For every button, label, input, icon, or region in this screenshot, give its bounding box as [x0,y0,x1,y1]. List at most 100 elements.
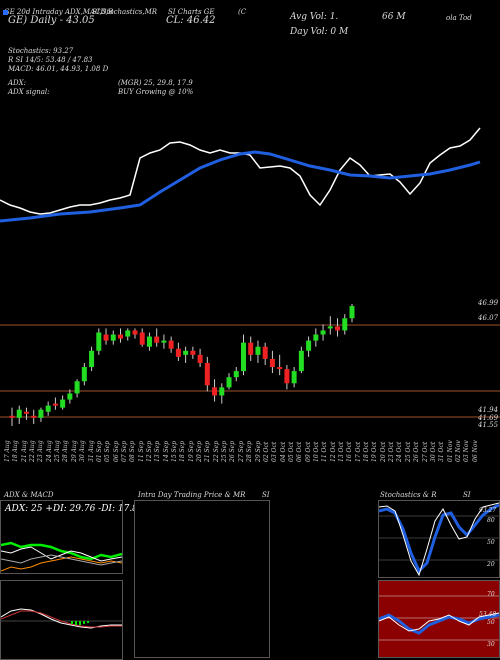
rsi-level-high: 53.48 [479,611,497,618]
date-tick-label: 18 Oct [363,441,371,462]
signal-blue-line [0,150,481,223]
stoch-level-80: 80 [487,517,495,524]
candles-group [9,304,355,426]
avg-vol-value: 66 M [382,12,406,22]
rsi-panel: 53.48 70 50 30 [378,580,500,658]
date-tick-label: 14 Sep [162,440,170,462]
date-tick-label: 21 Sep [204,440,212,462]
date-tick-label: 25 Oct [404,441,412,462]
adx-panel: ADX: 25 +DI: 29.76 -DI: 17.8 [0,500,138,574]
candle-body [335,326,341,331]
main-chart [0,127,500,426]
rsi-white-line [379,612,499,632]
stoch-panel-title: Stochastics & R [380,491,437,499]
date-tick-label: 26 Oct [413,441,421,462]
header-right-fragment: ola Tod [446,14,472,22]
date-tick-label: 06 Nov [471,440,479,462]
adx-orange-line [1,556,122,572]
date-tick-label: 20 Oct [379,441,387,462]
date-tick-label: 05 Oct [287,441,295,462]
candle-body [74,381,80,394]
header-line1d: (C [238,8,247,16]
date-tick-label: 01 Nov [446,440,454,462]
date-tick-label: 18 Sep [179,440,187,462]
rsi-blue-line [379,613,499,635]
macd-red-line [1,610,122,628]
date-tick-label: 06 Oct [296,441,304,462]
candle-body [240,342,246,372]
date-tick-label: 09 Oct [304,441,312,462]
date-tick-label: 12 Oct [329,441,337,462]
header-line2b: CL: 46.42 [166,15,216,26]
adx-text: ADX: [8,79,27,87]
candle-body [161,340,167,343]
date-tick-label: 27 Sep [237,440,245,462]
date-tick-label: 29 Aug [70,440,78,462]
adx-signal-value: BUY Growing @ 10% [118,88,194,96]
candle-body [175,348,181,357]
date-tick-label: 22 Sep [212,440,220,462]
date-tick-label: 01 Sep [95,440,103,462]
stoch-panel-si: SI [463,491,471,499]
date-tick-label: 28 Aug [62,440,70,462]
adx-gray-line [1,554,122,566]
candle-body [190,350,196,355]
adx-values: (MGR) 25, 29.8, 17.9 [118,79,193,87]
stoch-level-20: 20 [487,561,495,568]
price-label-2: 41.94 [478,406,499,414]
candle-body [255,346,261,355]
date-tick-label: 29 Sep [254,440,262,462]
candle-body [277,367,283,370]
candle-body [132,330,138,335]
candle-body [154,336,160,343]
date-tick-label: 25 Aug [54,440,62,462]
date-tick-label: 06 Sep [112,440,120,462]
header-line1b: SI,Stochastics,MR [92,8,158,16]
candle-body [212,387,218,396]
candle-body [139,332,145,345]
date-tick-label: 02 Nov [454,440,462,462]
intraday-panel-si: SI [262,491,270,499]
date-tick-label: 13 Sep [154,440,162,462]
date-tick-label: 25 Sep [221,440,229,462]
candle-body [269,358,275,368]
date-tick-label: 03 Nov [463,440,471,462]
header-line1c: SI Charts GE [168,8,215,16]
candle-body [45,405,51,412]
date-tick-label: 28 Sep [246,440,254,462]
date-tick-label: 19 Oct [371,441,379,462]
candle-body [291,371,297,384]
candle-body [219,387,225,396]
candle-body [320,330,326,335]
stoch-level-high: 93.27 [479,507,497,514]
price-label-4: 41.55 [478,421,499,429]
candle-body [118,334,124,339]
candle-body [16,409,22,418]
avg-vol-label: Avg Vol: 1. [290,12,339,22]
date-tick-label: 30 Oct [429,441,437,462]
candle-body [67,393,73,400]
candle-body [204,362,210,386]
date-tick-label: 05 Sep [104,440,112,462]
candle-body [9,415,15,418]
candle-body [313,334,319,341]
header-line1: GE 20d Intraday ADX,MACD,R [4,8,114,16]
date-tick-label: 31 Oct [438,441,446,462]
candle-body [168,340,174,349]
candle-body [248,342,254,355]
day-vol: Day Vol: 0 M [290,27,349,37]
date-tick-label: 30 Aug [79,440,87,462]
rsi-text: R SI 14/5: 53.48 / 47.83 [8,56,93,64]
date-tick-label: 15 Sep [171,440,179,462]
candle-body [349,306,355,319]
macd-bar [83,621,85,624]
date-tick-label: 12 Sep [145,440,153,462]
adx-panel-title: ADX & MACD [4,491,54,499]
macd-bar [79,621,81,625]
candle-body [197,354,203,363]
candle-body [96,332,102,351]
stoch-lines [379,502,499,577]
candle-body [38,409,44,418]
stoch-white-line [379,502,499,577]
date-axis: 17 Aug 18 Aug 21 Aug 22 Aug 23 Aug 24 Aug 25 A… [0,440,500,490]
